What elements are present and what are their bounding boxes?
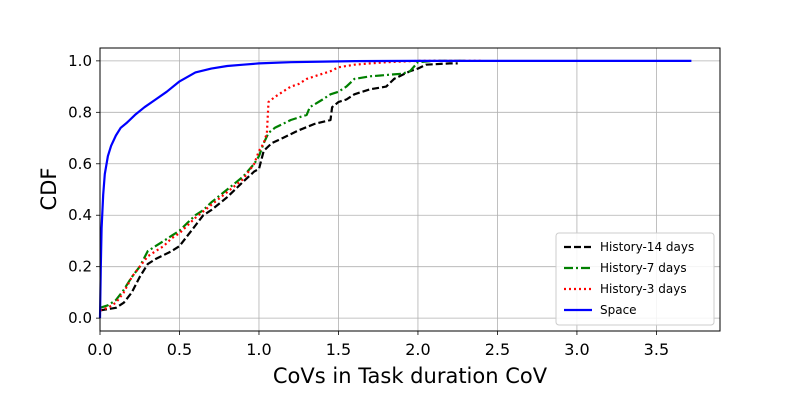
x-tick-label: 1.5 — [326, 340, 351, 359]
y-tick-label: 1.0 — [68, 52, 92, 70]
x-tick-label: 1.0 — [246, 340, 271, 359]
legend-label-2: History-7 days — [600, 261, 687, 275]
x-tick-label: 3.0 — [564, 340, 589, 359]
x-tick-label: 0.0 — [87, 340, 112, 359]
x-tick-label: 2.5 — [485, 340, 510, 359]
x-tick-label: 3.5 — [644, 340, 669, 359]
y-tick-label: 0.8 — [68, 103, 92, 121]
series-layer — [98, 59, 692, 319]
series-line-2 — [99, 59, 466, 309]
x-tick-label: 0.5 — [167, 340, 192, 359]
y-tick-label: 0.0 — [68, 309, 92, 327]
y-tick-label: 0.2 — [68, 258, 92, 276]
legend: History-14 days History-7 days History-3 d… — [555, 232, 715, 326]
y-tick-label: 0.4 — [68, 206, 92, 224]
y-axis-label: CDF — [37, 168, 61, 211]
legend-box — [555, 232, 715, 326]
legend-label-4: Space — [600, 303, 637, 317]
series-line-4 — [98, 59, 692, 319]
legend-label-3: History-3 days — [600, 282, 687, 296]
plot-frame — [99, 47, 721, 332]
x-axis-label: CoVs in Task duration CoV — [273, 364, 548, 388]
series-line-1 — [99, 62, 458, 312]
legend-label-1: History-14 days — [600, 240, 694, 254]
tick-layer: 0.0 0.5 1.0 1.5 2.0 2.5 3.0 3.5 0.0 0.2 0.4 0.6 0.8 1… — [68, 52, 669, 359]
x-tick-label: 2.0 — [405, 340, 430, 359]
y-tick-label: 0.6 — [68, 155, 92, 173]
series-line-3 — [99, 59, 482, 312]
